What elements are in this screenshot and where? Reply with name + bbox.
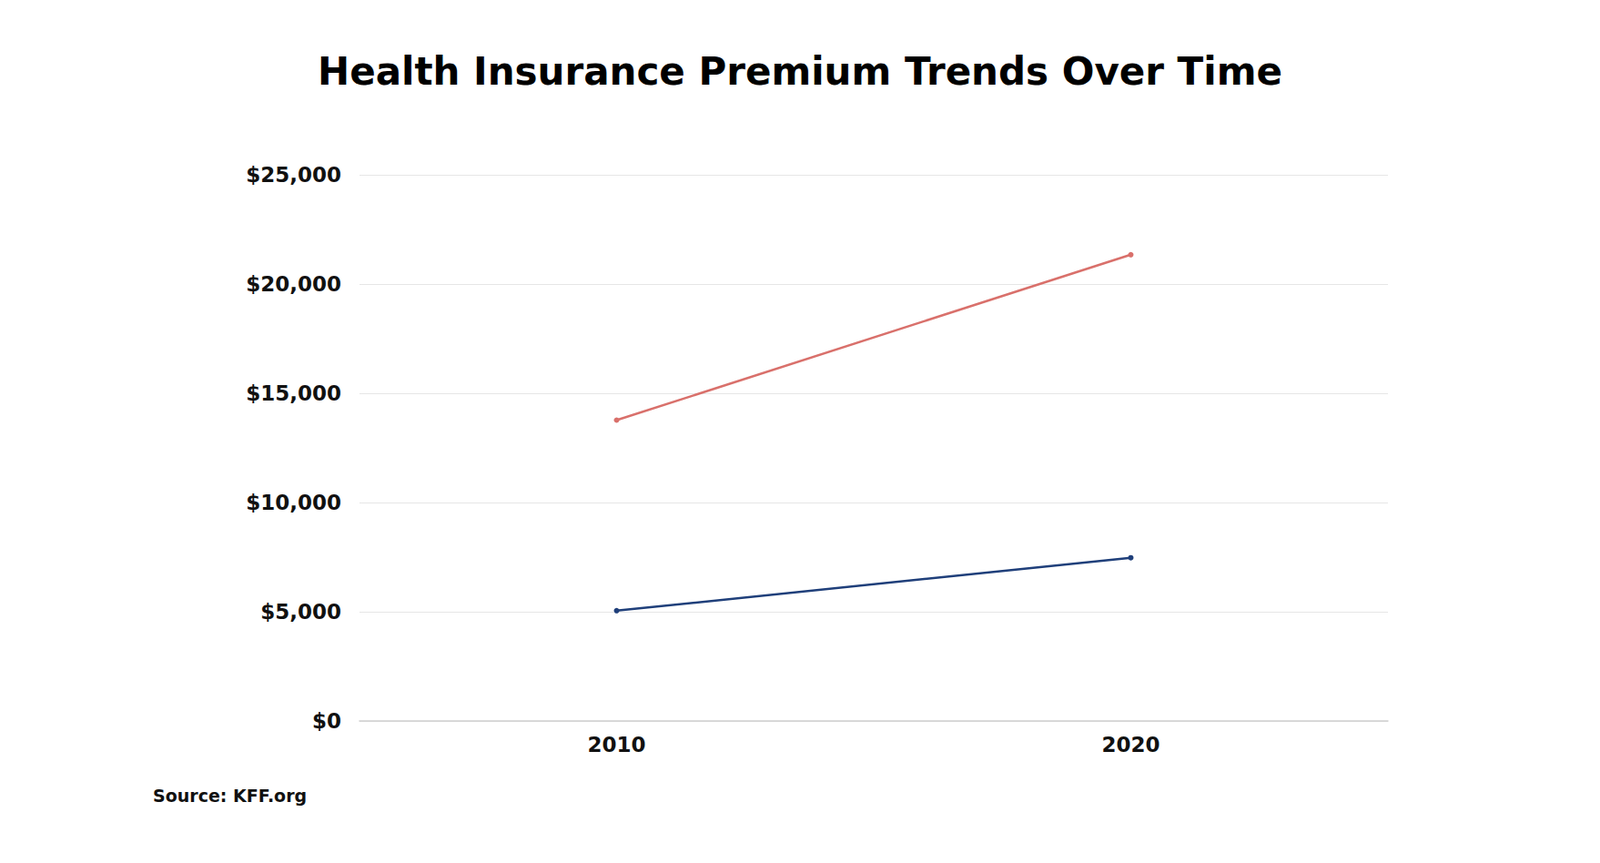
svg-text:2020: 2020	[1101, 732, 1160, 757]
svg-text:2010: 2010	[587, 732, 646, 757]
svg-text:$25,000: $25,000	[245, 162, 342, 187]
svg-text:$10,000: $10,000	[245, 490, 342, 515]
svg-text:$5,000: $5,000	[260, 599, 342, 624]
svg-text:$15,000: $15,000	[245, 381, 342, 406]
svg-text:$0: $0	[312, 708, 342, 733]
svg-text:Source: KFF.org: Source: KFF.org	[152, 785, 307, 806]
svg-text:Health Insurance Premium Trend: Health Insurance Premium Trends Over Tim…	[317, 49, 1283, 94]
svg-text:$20,000: $20,000	[245, 272, 342, 296]
